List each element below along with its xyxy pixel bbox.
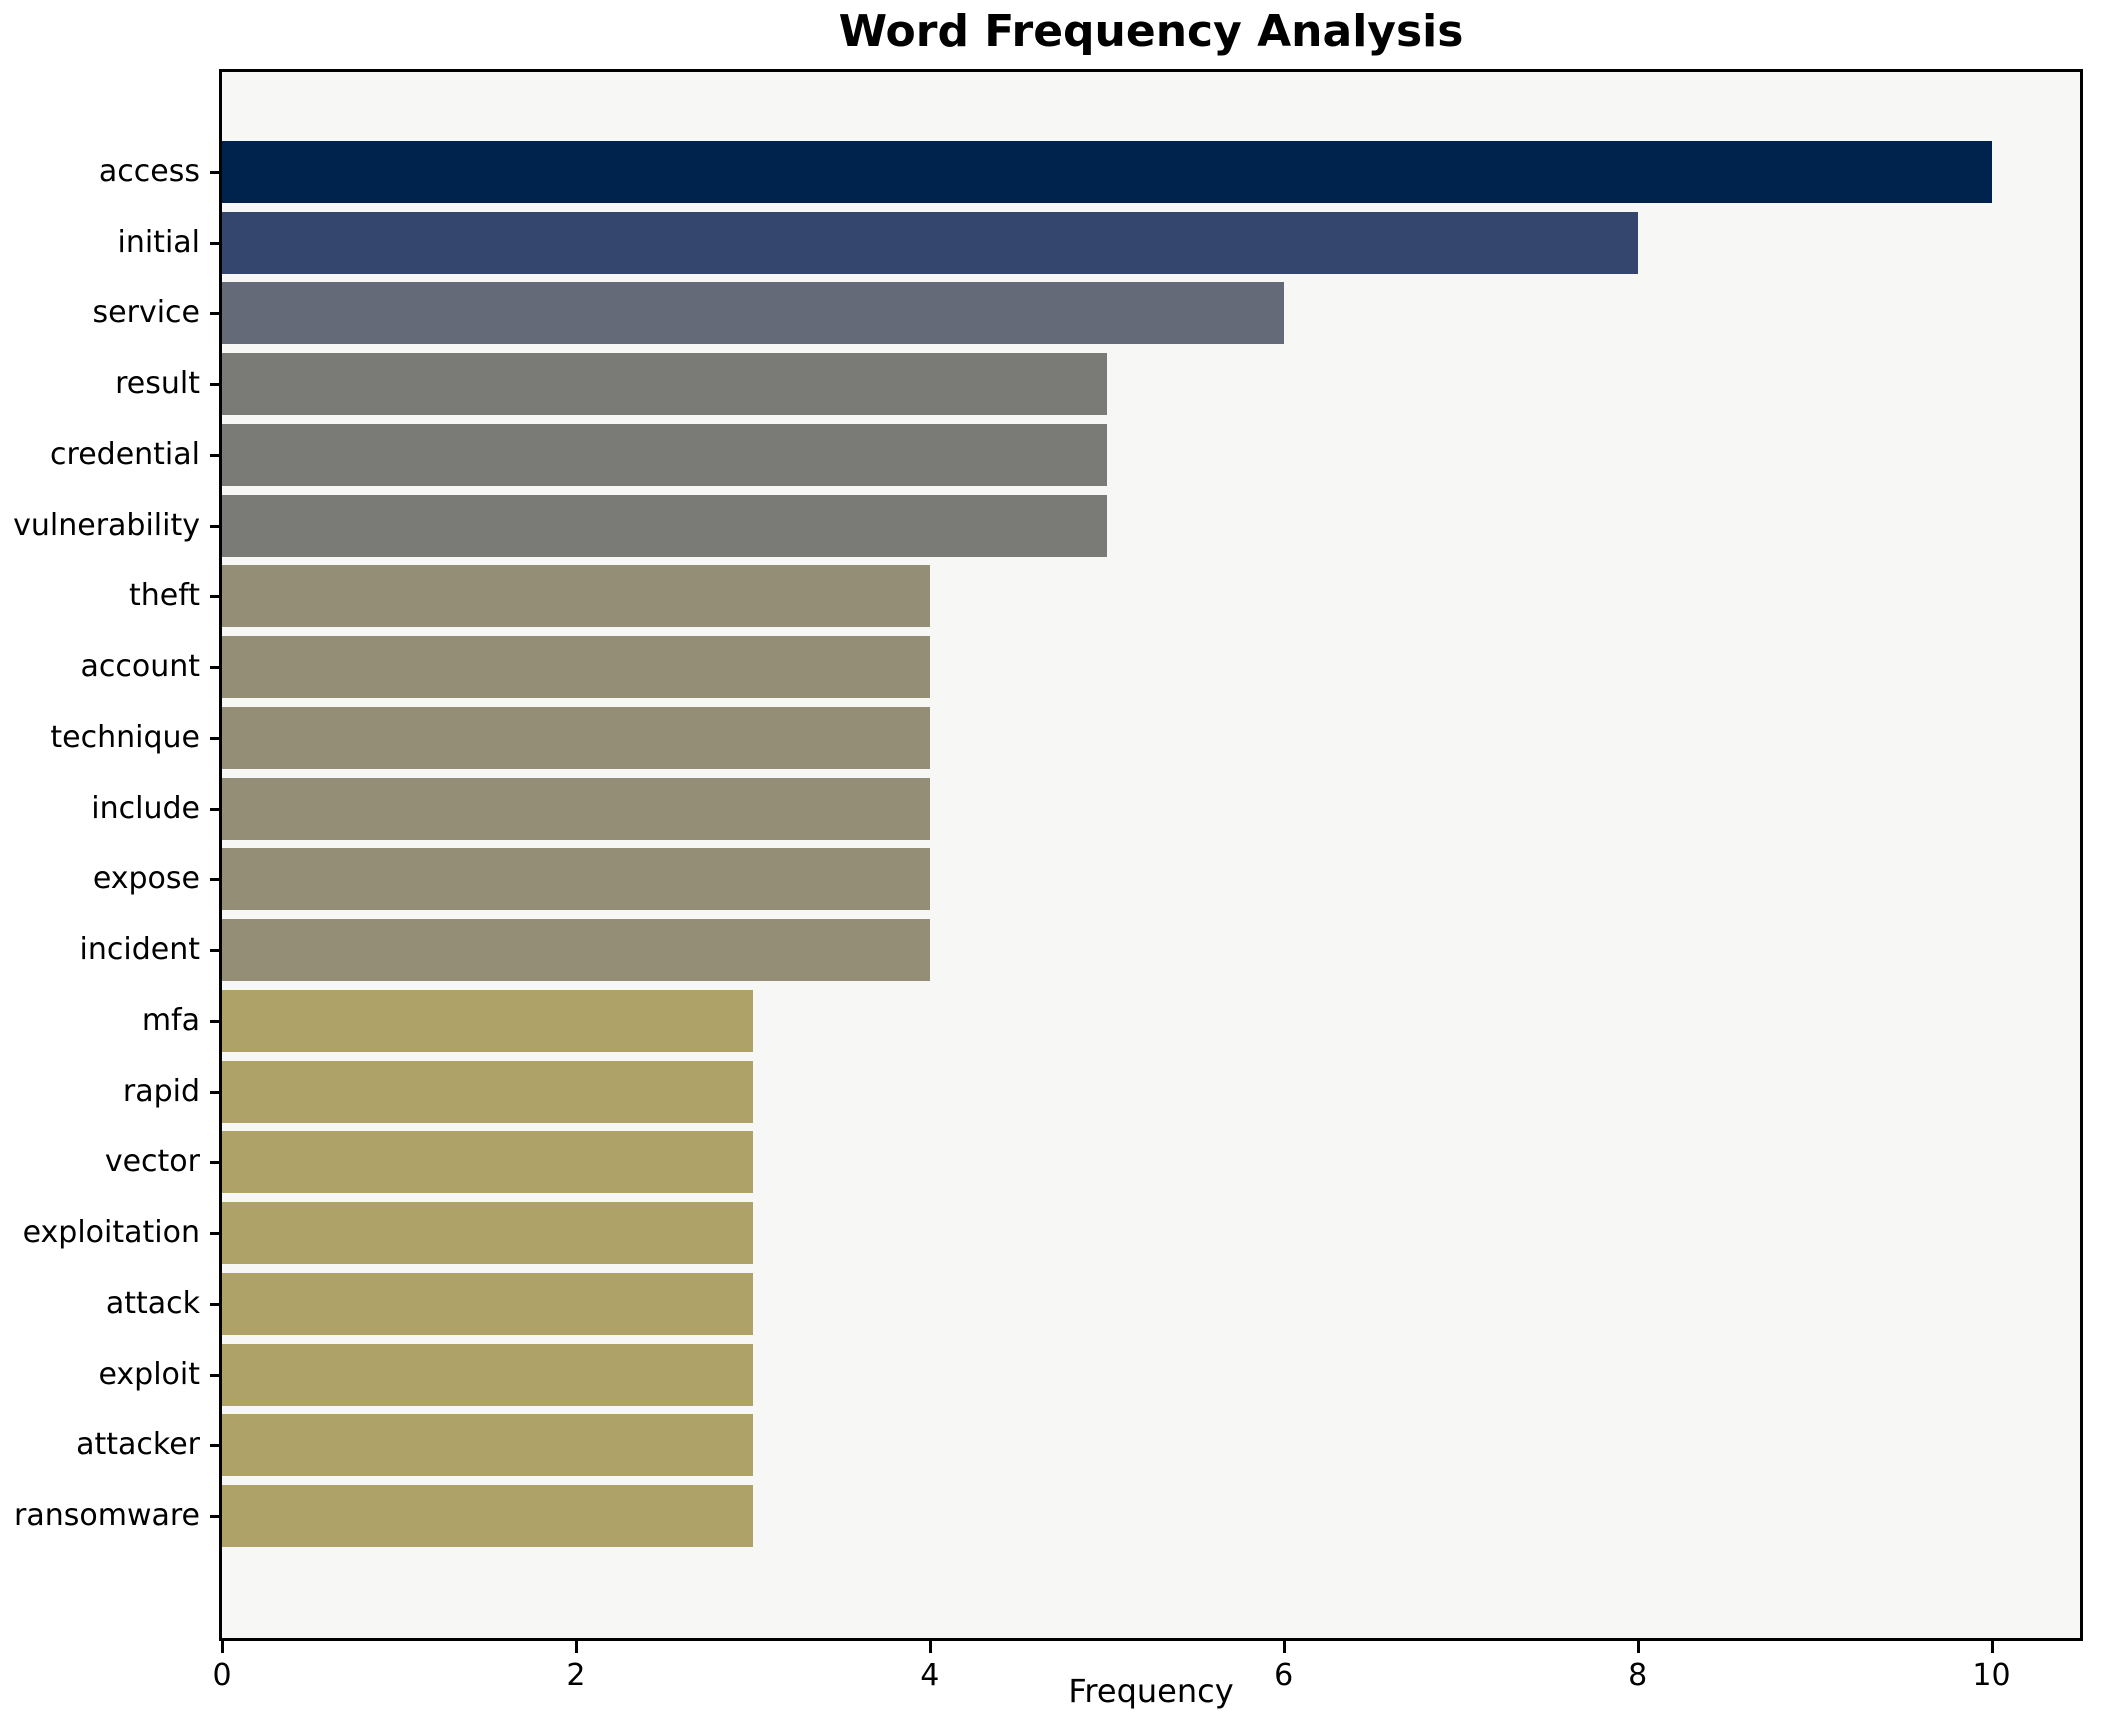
bar-exploit [222, 1343, 753, 1406]
y-tick-mark [210, 807, 222, 811]
y-tick-label-technique: technique [50, 719, 200, 755]
bar-attacker [222, 1414, 753, 1477]
y-tick-mark [210, 1373, 222, 1377]
y-tick-mark [210, 1302, 222, 1306]
x-tick-label-4: 4 [920, 1658, 940, 1693]
bar-account [222, 636, 930, 699]
y-tick-mark [210, 171, 222, 174]
y-tick-mark [210, 1232, 222, 1236]
y-tick-label-initial: initial [117, 224, 201, 260]
bar-result [222, 353, 1107, 416]
y-tick-label-theft: theft [128, 578, 200, 614]
bar-initial [222, 211, 1638, 274]
x-tick-mark [1636, 1641, 1640, 1653]
y-tick-label-attacker: attacker [76, 1427, 200, 1463]
bar-service [222, 282, 1284, 345]
y-tick-mark [210, 312, 222, 316]
y-tick-label-vector: vector [104, 1144, 200, 1180]
y-tick-mark [210, 1019, 222, 1023]
y-tick-label-result: result [115, 366, 200, 402]
x-tick-label-8: 8 [1628, 1658, 1648, 1693]
bar-technique [222, 706, 930, 769]
bar-ransomware [222, 1485, 753, 1548]
y-tick-mark [210, 453, 222, 457]
bar-vulnerability [222, 494, 1107, 557]
bar-credential [222, 423, 1107, 486]
y-tick-mark [210, 241, 222, 245]
bar-access [222, 141, 1992, 203]
y-tick-label-ransomware: ransomware [14, 1498, 200, 1534]
y-tick-label-credential: credential [50, 436, 200, 472]
x-tick-mark [1282, 1641, 1286, 1653]
y-tick-label-exploitation: exploitation [22, 1215, 200, 1251]
bar-attack [222, 1272, 753, 1335]
y-tick-label-incident: incident [79, 932, 200, 968]
y-tick-label-vulnerability: vulnerability [13, 507, 200, 543]
y-tick-mark [210, 1090, 222, 1094]
y-tick-label-expose: expose [92, 861, 200, 897]
y-tick-label-rapid: rapid [122, 1073, 200, 1109]
y-tick-label-include: include [91, 790, 200, 826]
bar-expose [222, 848, 930, 911]
y-tick-mark [210, 595, 222, 599]
y-tick-label-exploit: exploit [98, 1356, 200, 1392]
x-axis-label: Frequency [1068, 1672, 1234, 1710]
x-tick-mark [928, 1641, 932, 1653]
chart-title: Word Frequency Analysis [838, 6, 1464, 57]
bar-incident [222, 919, 930, 982]
y-tick-mark [210, 524, 222, 528]
bar-include [222, 777, 930, 840]
y-tick-mark [210, 736, 222, 740]
bar-rapid [222, 1060, 753, 1123]
plot-area [219, 69, 2083, 1641]
x-tick-label-0: 0 [212, 1658, 232, 1693]
y-tick-mark [210, 666, 222, 670]
y-tick-label-attack: attack [105, 1285, 200, 1321]
x-tick-mark [1990, 1641, 1994, 1653]
bar-exploitation [222, 1202, 753, 1265]
y-tick-label-access: access [98, 154, 200, 189]
y-tick-label-account: account [80, 649, 200, 685]
x-tick-label-6: 6 [1274, 1658, 1294, 1693]
x-tick-mark [574, 1641, 578, 1653]
bar-mfa [222, 989, 753, 1052]
x-tick-label-10: 10 [1972, 1658, 2011, 1693]
bar-theft [222, 565, 930, 628]
y-tick-mark [210, 878, 222, 882]
y-tick-mark [210, 1161, 222, 1165]
y-tick-label-mfa: mfa [141, 1002, 200, 1038]
y-tick-mark [210, 383, 222, 387]
x-tick-mark [221, 1641, 224, 1653]
bar-vector [222, 1131, 753, 1194]
y-tick-mark [210, 1444, 222, 1448]
y-tick-mark [210, 949, 222, 953]
x-tick-label-2: 2 [566, 1658, 586, 1693]
y-tick-mark [210, 1515, 222, 1519]
y-tick-label-service: service [92, 295, 200, 331]
